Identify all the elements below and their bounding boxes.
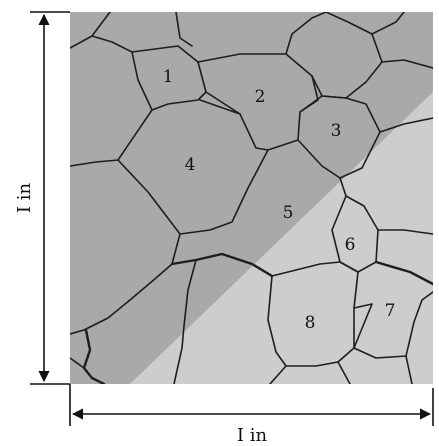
grain-label-6: 6 bbox=[345, 235, 356, 255]
grain-label-2: 2 bbox=[255, 87, 266, 107]
micrograph-dark-region bbox=[70, 12, 433, 384]
micrograph: 1 2 3 4 5 6 7 8 bbox=[70, 12, 433, 384]
grain-label-5: 5 bbox=[283, 203, 294, 223]
vertical-dimension-label: I in bbox=[14, 183, 35, 214]
grain-boundaries bbox=[70, 12, 433, 384]
grain-label-1: 1 bbox=[163, 67, 174, 87]
grain-label-4: 4 bbox=[185, 155, 196, 175]
grain-label-3: 3 bbox=[331, 121, 342, 141]
horizontal-dimension-label: I in bbox=[237, 425, 268, 446]
grain-label-7: 7 bbox=[385, 301, 396, 321]
vertical-dimension: I in bbox=[14, 11, 70, 385]
grain-label-8: 8 bbox=[305, 313, 316, 333]
horizontal-dimension: I in bbox=[69, 384, 434, 446]
